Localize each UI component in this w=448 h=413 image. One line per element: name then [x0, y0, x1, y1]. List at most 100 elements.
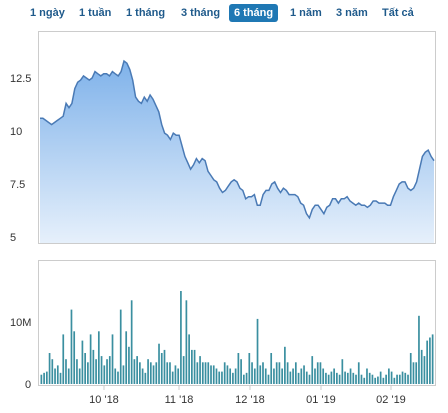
volume-bar: [286, 362, 289, 384]
volume-bar: [160, 353, 163, 384]
price-line: [40, 59, 435, 220]
volume-bar: [398, 374, 401, 384]
volume-bar: [294, 362, 297, 384]
volume-bar: [352, 372, 355, 384]
volume-bar: [106, 359, 108, 384]
x-tick-label: 10 '18: [89, 394, 119, 406]
volume-bar: [70, 309, 73, 384]
volume-bar: [100, 356, 103, 384]
volume-bar: [92, 349, 95, 384]
volume-bar: [59, 372, 62, 384]
volume-bar: [199, 356, 201, 384]
volume-bar: [87, 362, 89, 384]
volume-bar: [51, 359, 54, 384]
volume-bar: [177, 368, 180, 384]
volume-ytick-label: 0: [25, 379, 31, 391]
volume-bar: [234, 368, 237, 384]
volume-bar: [404, 372, 407, 384]
price-area-fill: [40, 61, 434, 243]
volume-bar: [319, 362, 322, 384]
volume-bar: [95, 359, 97, 384]
volume-bar: [314, 368, 316, 384]
volume-bar: [136, 356, 138, 384]
volume-bar: [130, 300, 133, 384]
volume-bar: [76, 359, 78, 384]
volume-bar: [273, 368, 275, 384]
volume-bar: [180, 291, 182, 384]
volume-bar: [185, 300, 188, 384]
volume-bar: [338, 374, 341, 384]
volume-bar: [139, 362, 141, 384]
volume-bar: [371, 374, 374, 384]
volume-bar: [262, 362, 264, 384]
volume-bar: [289, 371, 292, 384]
volume-bar: [158, 343, 160, 384]
price-panel-frame: [38, 31, 436, 244]
volume-bar: [344, 371, 346, 384]
volume-bar: [84, 353, 86, 384]
volume-bar: [336, 372, 338, 384]
range-button-3-years[interactable]: 3 năm: [336, 7, 368, 19]
volume-bar: [368, 372, 371, 384]
volume-bar: [300, 368, 303, 384]
range-button-1-year[interactable]: 1 năm: [290, 7, 322, 19]
volume-bar: [223, 362, 226, 384]
volume-bar: [103, 365, 106, 384]
volume-bar: [303, 365, 305, 384]
volume-bar: [193, 349, 196, 384]
volume-bar: [240, 359, 242, 384]
price-ytick-label: 12.5: [10, 73, 31, 85]
volume-bar: [245, 372, 248, 384]
volume-bar: [43, 372, 45, 384]
volume-bar: [341, 359, 344, 384]
volume-bar: [264, 368, 267, 384]
volume-bar: [374, 377, 377, 384]
volume-bar: [311, 356, 314, 384]
volume-bar: [152, 365, 155, 384]
volume-bar: [40, 374, 43, 384]
volume-bar: [229, 368, 232, 384]
range-button-1-day[interactable]: 1 ngày: [30, 7, 65, 19]
volume-bar: [212, 365, 215, 384]
range-button-3-months[interactable]: 3 tháng: [181, 7, 221, 19]
volume-bar: [278, 362, 281, 384]
volume-bar: [54, 368, 56, 384]
volume-bar: [196, 362, 199, 384]
range-button-6-months[interactable]: 6 tháng: [229, 4, 279, 22]
volume-bar: [322, 368, 325, 384]
volume-bar: [248, 353, 251, 384]
volume-bar: [382, 377, 385, 384]
volume-bar: [73, 331, 76, 384]
volume-bar: [316, 362, 319, 384]
volume-bar: [388, 368, 390, 384]
volume-bar: [215, 368, 218, 384]
range-button-1-week[interactable]: 1 tuần: [79, 7, 112, 19]
volume-bar: [191, 349, 193, 384]
volume-bar: [144, 372, 147, 384]
volume-bar: [111, 334, 114, 384]
volume-bar: [429, 337, 431, 384]
volume-bar: [407, 374, 409, 384]
x-tick-label: 02 '19: [376, 394, 406, 406]
volume-bar: [284, 346, 286, 384]
x-tick-label: 12 '18: [235, 394, 265, 406]
range-button-1-month[interactable]: 1 tháng: [126, 7, 166, 19]
volume-bar: [45, 371, 48, 384]
volume-bar: [305, 371, 308, 384]
range-button-all[interactable]: Tất cả: [382, 7, 414, 19]
volume-bar: [275, 362, 278, 384]
volume-bar: [267, 374, 270, 384]
volume-bar: [174, 365, 177, 384]
volume-bar: [141, 368, 144, 384]
volume-bar: [327, 374, 330, 384]
time-range-selector: 1 ngày 1 tuần 1 tháng 3 tháng 6 tháng 1 …: [0, 0, 448, 26]
volume-bar: [393, 377, 396, 384]
volume-bar: [133, 359, 136, 384]
volume-bar: [349, 368, 352, 384]
volume-bar: [78, 368, 81, 384]
volume-bar: [346, 372, 349, 384]
volume-bar: [171, 371, 174, 384]
price-ytick-label: 10: [10, 126, 22, 138]
volume-bar: [128, 346, 130, 384]
volume-bar: [396, 374, 398, 384]
